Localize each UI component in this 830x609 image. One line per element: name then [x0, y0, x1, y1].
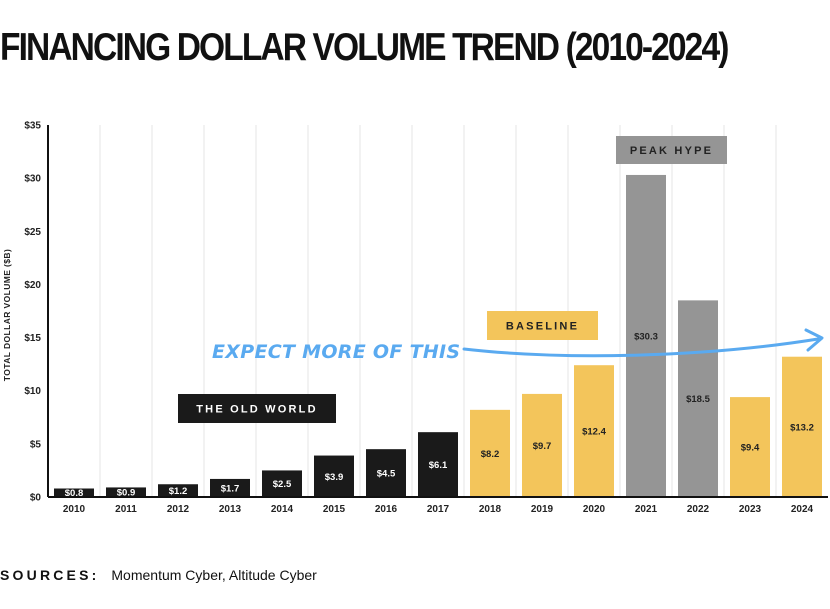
bar-value-label: $4.5 [377, 469, 396, 480]
expect-more-annotation: EXPECT MORE OF THIS [212, 341, 460, 363]
bar-value-label: $13.2 [790, 422, 814, 433]
bar-value-label: $9.7 [533, 441, 552, 452]
bar [210, 478, 250, 497]
bar [418, 432, 458, 497]
x-tick-label: 2014 [271, 504, 294, 515]
bar-value-label: $3.9 [325, 472, 344, 483]
x-tick-label: 2016 [375, 504, 398, 515]
y-axis-label: TOTAL DOLLAR VOLUME ($B) [2, 249, 12, 381]
x-tick-label: 2013 [219, 504, 242, 515]
axes: $0 $5 $10 $15 $20 $25 $30 $35 TOTAL DOLLAR VOLUM… [2, 121, 828, 515]
bar-value-label: $18.5 [686, 394, 710, 405]
bar-value-label: $0.9 [117, 488, 136, 499]
y-tick-label: $0 [30, 493, 42, 504]
bar [574, 365, 614, 497]
baseline-annotation-label: BASELINE [506, 321, 579, 333]
old-world-annotation-box [178, 394, 336, 423]
bar-value-label: $6.1 [429, 460, 448, 471]
arrow-line [462, 337, 820, 358]
bar [262, 470, 302, 497]
bar-value-label: $1.2 [169, 486, 188, 497]
bar-value-label: $2.5 [273, 479, 292, 490]
bar-value-label: $8.2 [481, 449, 500, 460]
y-tick-label: $35 [24, 121, 41, 132]
x-tick-label: 2015 [323, 504, 346, 515]
y-tick-label: $5 [30, 439, 42, 450]
old-world-annotation-label: THE OLD WORLD [196, 404, 317, 416]
bar [54, 488, 94, 497]
bar-value-label: $0.8 [65, 488, 84, 499]
bar-value-label: $9.4 [741, 443, 760, 454]
bar [730, 397, 770, 497]
y-tick-label: $30 [24, 174, 41, 185]
sources-line: SOURCES: Momentum Cyber, Altitude Cyber [0, 567, 317, 583]
x-tick-label: 2024 [791, 504, 814, 515]
y-tick-label: $10 [24, 386, 41, 397]
sources-text: Momentum Cyber, Altitude Cyber [111, 567, 317, 583]
x-tick-label: 2019 [531, 504, 554, 515]
bar [366, 449, 406, 497]
bar [158, 484, 198, 497]
x-tick-label: 2022 [687, 504, 710, 515]
bar [106, 487, 146, 497]
y-tick-label: $25 [24, 227, 41, 238]
y-tick-label: $20 [24, 280, 41, 291]
chart-canvas: $0.8 $0.9 $1.2 $1.7 $2.5 $3.9 $4.5 $6.1 $8.2 $9.7… [2, 121, 828, 515]
bar [782, 356, 822, 497]
x-tick-label: 2017 [427, 504, 450, 515]
bar [470, 409, 510, 497]
peak-hype-annotation-box [616, 136, 727, 164]
bar-value-label: $1.7 [221, 483, 240, 494]
bars: $0.8 $0.9 $1.2 $1.7 $2.5 $3.9 $4.5 $6.1 $8.2 $9.7… [54, 174, 822, 499]
y-tick-label: $15 [24, 333, 41, 344]
bar [626, 174, 666, 497]
x-tick-label: 2021 [635, 504, 658, 515]
chart-title: FINANCING DOLLAR VOLUME TREND (2010-2024… [0, 26, 729, 69]
x-tick-label: 2020 [583, 504, 606, 515]
x-tick-label: 2018 [479, 504, 502, 515]
x-tick-label: 2012 [167, 504, 190, 515]
sources-label: SOURCES: [0, 567, 100, 583]
bar-value-label: $12.4 [582, 427, 606, 438]
bar [522, 393, 562, 497]
bar-value-label: $30.3 [634, 331, 658, 342]
x-tick-label: 2010 [63, 504, 86, 515]
bar [678, 300, 718, 497]
x-tick-label: 2011 [115, 504, 137, 515]
baseline-annotation-box [487, 311, 598, 340]
x-tick-label: 2023 [739, 504, 762, 515]
peak-hype-annotation-label: PEAK HYPE [630, 145, 713, 157]
arrow-head-icon [804, 328, 824, 352]
bar [314, 455, 354, 497]
annotations: THE OLD WORLD BASELINE PEAK HYPE EXPECT MOR… [178, 136, 824, 423]
